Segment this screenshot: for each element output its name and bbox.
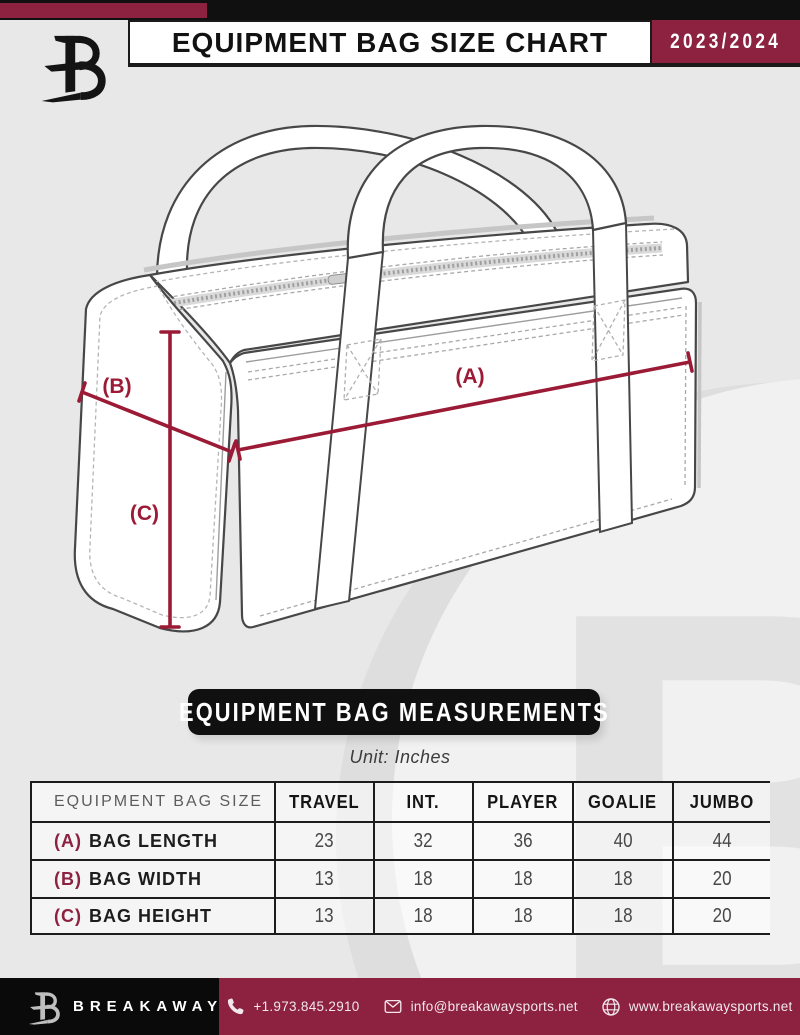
breakaway-monogram-logo [41,35,106,103]
value-height-player: 18 [472,897,572,935]
dimension-line-a [234,351,694,461]
cell-value: 18 [414,867,433,890]
row-label: BAG HEIGHT [89,905,213,926]
value-length-int: 32 [373,821,472,859]
dimension-label-a: (A) [455,365,484,388]
title-box: EQUIPMENT BAG SIZE CHART [128,20,652,67]
col-label: JUMBO [689,791,755,812]
season-label: 2023/2024 [670,29,782,53]
table-header-travel: TRAVEL [274,781,373,821]
value-height-int: 18 [373,897,472,935]
phone-contact: +1.973.845.2910 [226,997,359,1016]
bag-rim-stitch [154,228,676,283]
unit-note: Unit: Inches [349,747,451,767]
dimension-label-c: (C) [130,502,159,525]
cell-value: 20 [712,904,732,927]
cell-value: 18 [613,904,633,927]
dimension-line-b [77,381,237,463]
row-label: BAG LENGTH [89,830,218,851]
value-height-travel: 13 [274,897,373,935]
cell-value: 23 [315,829,334,852]
value-height-goalie: 18 [572,897,672,935]
size-header-label: EQUIPMENT BAG SIZE [54,793,264,810]
value-width-goalie: 18 [572,859,672,897]
brand-name: BREAKAWAY [73,998,224,1015]
value-width-jumbo: 20 [672,859,770,897]
email-contact: info@breakawaysports.net [383,997,578,1016]
value-width-player: 18 [472,859,572,897]
footer-brand-block: BREAKAWAY [0,978,219,1035]
bag-end-panel-stitch [89,285,223,619]
dimension-prefix-a: (A) [54,830,82,851]
envelope-icon [384,999,402,1014]
cell-value: 18 [513,904,533,927]
cell-value: 18 [414,904,433,927]
cell-value: 44 [712,829,732,852]
footer: BREAKAWAY +1.973.845.2910 info@breakaway… [0,978,800,1035]
table-header-size: EQUIPMENT BAG SIZE [30,781,274,821]
table-header-int: INT. [373,781,472,821]
bag-size-table: EQUIPMENT BAG SIZE TRAVEL INT. PLAYER GO… [30,781,770,935]
bag-front-handle [346,124,628,260]
value-height-jumbo: 20 [672,897,770,935]
cell-value: 20 [712,867,732,890]
measurements-banner-title: EQUIPMENT BAG MEASUREMENTS [178,696,610,727]
measurements-banner: EQUIPMENT BAG MEASUREMENTS [179,689,607,735]
website-contact: www.breakawaysports.net [601,997,793,1017]
website-address: www.breakawaysports.net [628,999,793,1014]
row-bag-length-label: (A) BAG LENGTH [30,821,274,859]
col-label: INT. [406,791,441,812]
cell-value: 32 [414,829,433,852]
equipment-bag-diagram: (A) (B) (C) [73,124,702,633]
row-bag-height-label: (C) BAG HEIGHT [30,897,274,935]
table-header-goalie: GOALIE [572,781,672,821]
dimension-line-c [159,330,181,629]
cell-value: 18 [613,867,633,890]
cell-value: 40 [613,829,633,852]
value-length-player: 36 [472,821,572,859]
value-length-travel: 23 [274,821,373,859]
col-label: GOALIE [588,791,658,812]
dimension-lines [77,330,694,629]
cell-value: 13 [315,904,334,927]
col-label: TRAVEL [289,791,360,812]
value-width-int: 18 [373,859,472,897]
value-width-travel: 13 [274,859,373,897]
bag-end-panel-edge [215,371,227,601]
table-header-jumbo: JUMBO [672,781,770,821]
watermark-b-letter: B [536,487,800,1035]
header-maroon-strip [0,3,207,18]
page-title: EQUIPMENT BAG SIZE CHART [171,26,609,58]
phone-icon [228,998,244,1015]
dimension-prefix-c: (C) [54,905,82,926]
row-label: BAG WIDTH [89,868,202,889]
season-badge: 2023/2024 [652,20,800,67]
cell-value: 18 [513,867,533,890]
bag-end-panel [73,273,233,633]
cell-value: 36 [513,829,533,852]
phone-number: +1.973.845.2910 [253,999,360,1014]
dimension-label-b: (B) [102,375,131,398]
value-length-goalie: 40 [572,821,672,859]
breakaway-monogram-logo-footer [28,991,60,1025]
row-bag-width-label: (B) BAG WIDTH [30,859,274,897]
dimension-prefix-b: (B) [54,868,82,889]
footer-contact-block: +1.973.845.2910 info@breakawaysports.net… [219,978,800,1035]
table-header-player: PLAYER [472,781,572,821]
strap-x-stitch-boxes [343,299,626,401]
bag-rim-piping [143,215,655,273]
email-address: info@breakawaysports.net [410,999,578,1014]
value-length-jumbo: 44 [672,821,770,859]
cell-value: 13 [315,867,334,890]
globe-icon [602,997,620,1016]
col-label: PLAYER [487,791,559,812]
